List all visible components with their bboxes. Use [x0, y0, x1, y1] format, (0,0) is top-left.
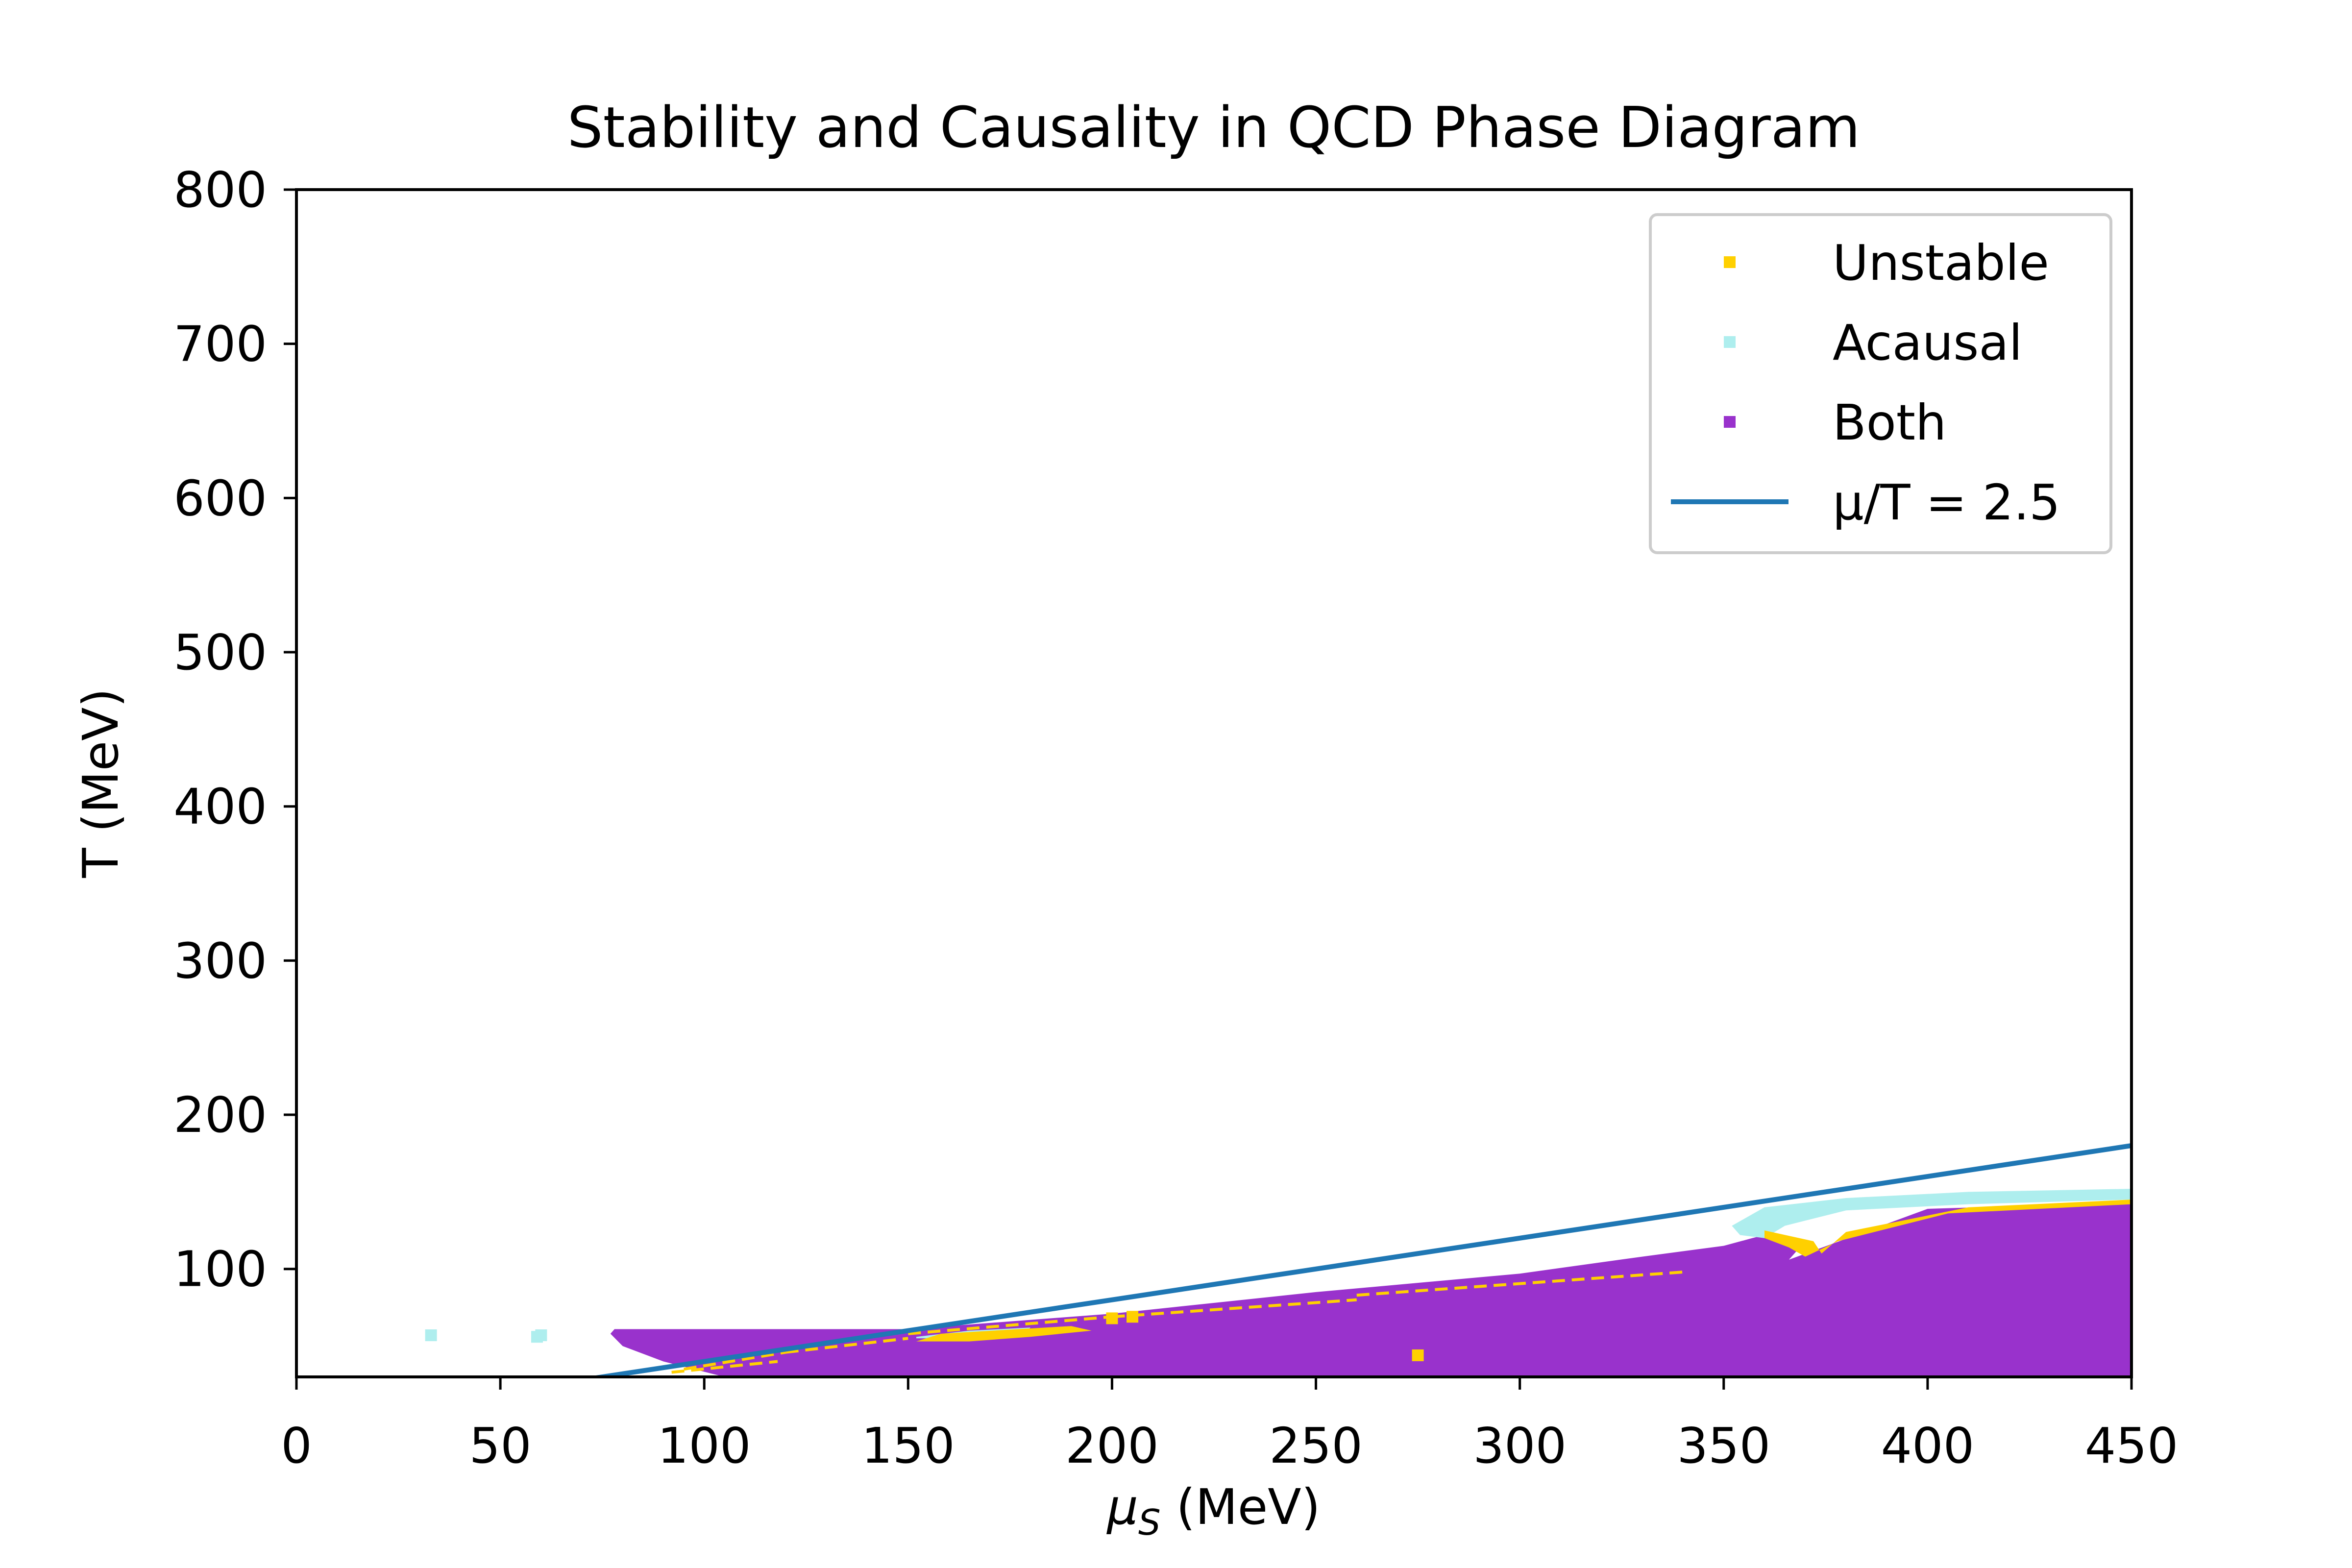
legend-label-both: Both [1833, 394, 1946, 451]
both-region-0 [610, 1202, 2132, 1377]
unstable-streak-2 [908, 1315, 1112, 1335]
unstable-streak-5 [671, 1360, 778, 1374]
unstable-streak-1 [785, 1337, 908, 1354]
unstable-point-4 [1127, 1311, 1139, 1323]
x-axis-label: μS (MeV) [1106, 1478, 1320, 1543]
x-tick-label: 150 [861, 1417, 955, 1474]
unstable-point-3 [1106, 1312, 1118, 1324]
x-tick-label: 350 [1677, 1417, 1770, 1474]
unstable-region-4 [916, 1326, 1092, 1342]
y-axis-ticks: 100 200 300 400 500 600 700 800 [173, 161, 296, 1298]
acausal-point-2 [535, 1329, 547, 1342]
x-axis-label-unit: (MeV) [1161, 1478, 1321, 1536]
y-tick-label: 700 [173, 316, 267, 373]
unstable-streak-0 [684, 1350, 786, 1371]
y-tick-label: 800 [173, 161, 267, 219]
legend-acausal-swatch [1724, 336, 1736, 348]
data-layer [425, 1143, 2132, 1377]
x-tick-label: 0 [281, 1417, 312, 1474]
legend-label-unstable: Unstable [1833, 234, 2049, 292]
x-tick-label: 50 [469, 1417, 531, 1474]
x-axis-label-symbol: μ [1106, 1478, 1138, 1536]
y-tick-label: 400 [173, 778, 267, 835]
legend-label-acausal: Acausal [1833, 314, 2022, 371]
legend: Unstable Acausal Both μ/T = 2.5 [1649, 213, 2112, 554]
x-tick-label: 100 [658, 1417, 751, 1474]
y-axis-label: T (MeV) [72, 688, 129, 878]
ratio-line [589, 1143, 2132, 1377]
x-axis-ticks: 0 50 100 150 200 250 300 350 400 450 [281, 1377, 2178, 1474]
y-tick-label: 600 [173, 469, 267, 527]
y-tick-label: 300 [173, 932, 267, 989]
unstable-region-2 [1764, 1200, 2132, 1257]
plot-frame [295, 188, 2133, 1378]
x-axis-label-subscript: S [1138, 1502, 1161, 1543]
x-tick-label: 250 [1269, 1417, 1363, 1474]
legend-box [1649, 213, 2112, 554]
legend-unstable-swatch [1724, 256, 1736, 268]
x-tick-label: 450 [2085, 1417, 2179, 1474]
y-tick-label: 100 [173, 1241, 267, 1298]
acausal-region-1 [1732, 1189, 2132, 1238]
x-tick-label: 300 [1473, 1417, 1567, 1474]
unstable-streak-4 [1356, 1271, 1683, 1297]
legend-label-line: μ/T = 2.5 [1833, 474, 2060, 531]
unstable-streak-3 [1112, 1298, 1357, 1319]
unstable-point-5 [1412, 1349, 1424, 1361]
y-tick-label: 500 [173, 624, 267, 681]
x-tick-label: 400 [1881, 1417, 1974, 1474]
x-tick-label: 200 [1065, 1417, 1159, 1474]
legend-both-swatch [1724, 416, 1736, 428]
acausal-point-0 [425, 1329, 437, 1342]
y-tick-label: 200 [173, 1086, 267, 1144]
chart-title: Stability and Causality in QCD Phase Dia… [567, 95, 1861, 161]
